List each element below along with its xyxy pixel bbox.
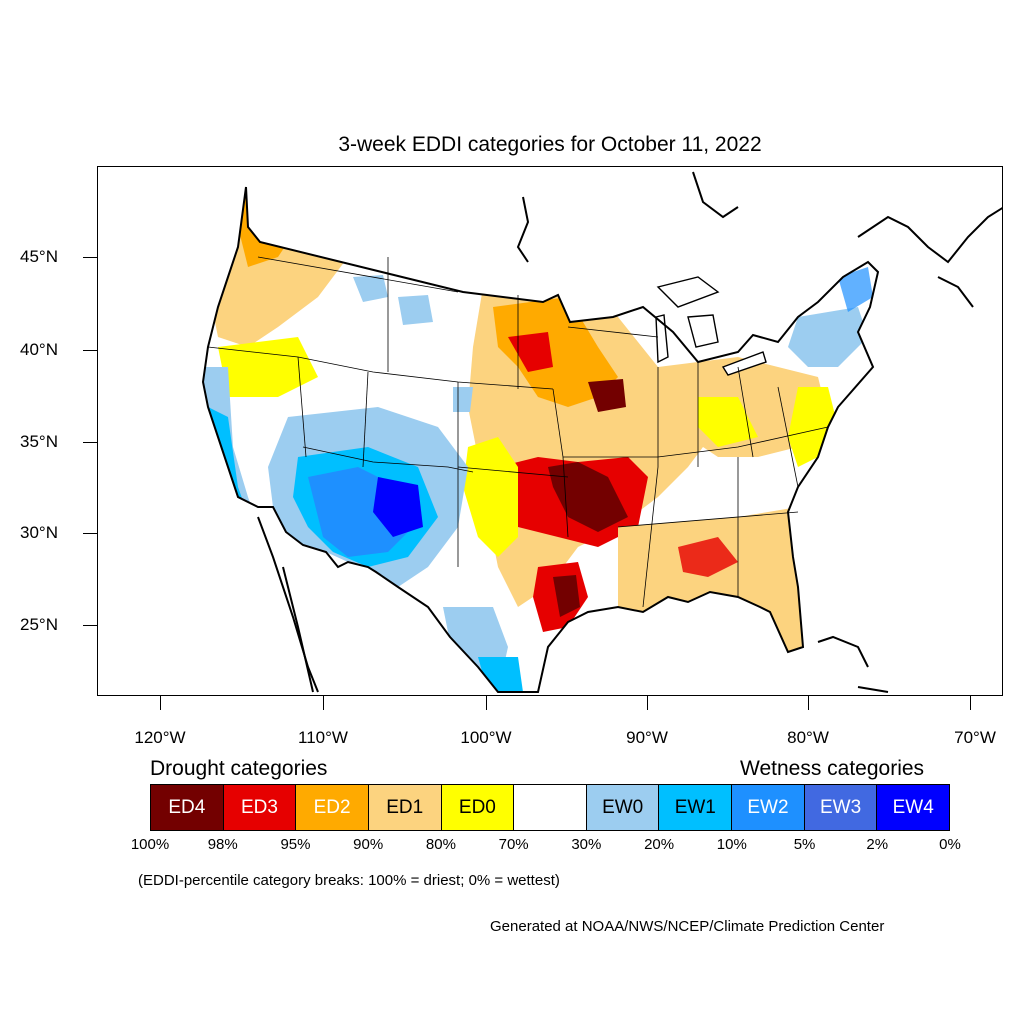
legend-box-ew2: EW2	[732, 785, 805, 830]
lon-label-80: 80°W	[768, 728, 848, 748]
category-legend: ED4 ED3 ED2 ED1 ED0 EW0 EW1 EW2 EW3 EW4	[150, 784, 950, 831]
legend-box-ew0: EW0	[587, 785, 660, 830]
lon-label-70: 70°W	[935, 728, 1015, 748]
lon-label-120: 120°W	[120, 728, 200, 748]
lon-tick-80	[808, 696, 809, 710]
credit-line: Generated at NOAA/NWS/NCEP/Climate Predi…	[490, 918, 884, 935]
break-label: 0%	[920, 836, 980, 853]
legend-box-ed4: ED4	[151, 785, 224, 830]
map-title: 3-week EDDI categories for October 11, 2…	[0, 133, 1024, 157]
lon-tick-110	[323, 696, 324, 710]
break-label: 10%	[702, 836, 762, 853]
legend-box-ed0: ED0	[442, 785, 515, 830]
lat-label-30: 30°N	[20, 523, 80, 543]
legend-box-none	[514, 785, 587, 830]
lake-huron	[688, 315, 718, 347]
lat-tick-40	[83, 350, 97, 351]
lat-tick-30	[83, 533, 97, 534]
lon-label-100: 100°W	[446, 728, 526, 748]
break-label: 90%	[338, 836, 398, 853]
legend-box-ed3: ED3	[224, 785, 297, 830]
legend-box-ew3: EW3	[805, 785, 878, 830]
lat-label-35: 35°N	[20, 432, 80, 452]
map-canvas	[98, 167, 1003, 696]
lat-tick-35	[83, 442, 97, 443]
lat-label-25: 25°N	[20, 615, 80, 635]
break-label: 95%	[265, 836, 325, 853]
eddi-map	[97, 166, 1003, 696]
wetness-heading: Wetness categories	[740, 757, 924, 781]
lake-superior	[658, 277, 718, 307]
lat-tick-25	[83, 625, 97, 626]
legend-box-ed1: ED1	[369, 785, 442, 830]
lon-tick-120	[160, 696, 161, 710]
break-label: 2%	[847, 836, 907, 853]
legend-box-ew1: EW1	[659, 785, 732, 830]
break-label: 100%	[120, 836, 180, 853]
lat-label-40: 40°N	[20, 340, 80, 360]
lon-tick-100	[486, 696, 487, 710]
lon-label-110: 110°W	[283, 728, 363, 748]
lon-tick-90	[647, 696, 648, 710]
lon-label-90: 90°W	[607, 728, 687, 748]
break-label: 98%	[193, 836, 253, 853]
break-label: 80%	[411, 836, 471, 853]
legend-box-ed2: ED2	[296, 785, 369, 830]
drought-heading: Drought categories	[150, 757, 327, 781]
lon-tick-70	[970, 696, 971, 710]
lat-label-45: 45°N	[20, 247, 80, 267]
break-label: 5%	[775, 836, 835, 853]
break-label: 20%	[629, 836, 689, 853]
break-label: 30%	[556, 836, 616, 853]
legend-box-ew4: EW4	[877, 785, 949, 830]
break-label: 70%	[484, 836, 544, 853]
category-note: (EDDI-percentile category breaks: 100% =…	[138, 872, 560, 889]
lat-tick-45	[83, 257, 97, 258]
